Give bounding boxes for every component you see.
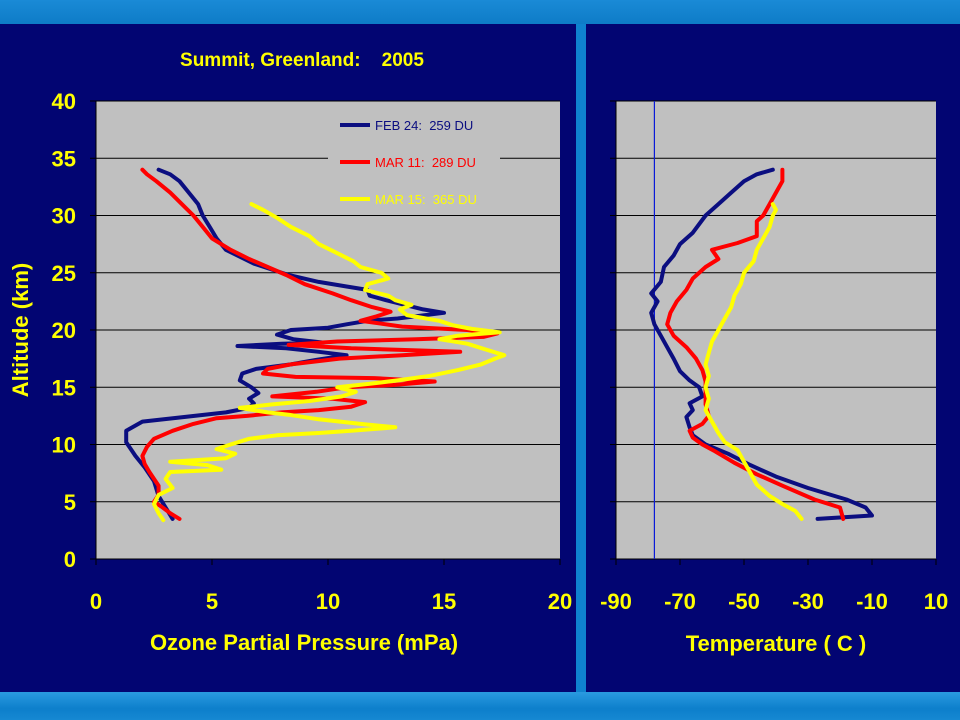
y-tick-label: 0 [64, 547, 76, 572]
x-tick-label: -70 [664, 589, 696, 614]
ozone-chart: 0 5 10 15 20 25 30 35 40 0 5 10 15 20 FEB 24: 259 DU… [8, 50, 572, 655]
top-decorative-stripe [0, 0, 960, 24]
series-line-3 [152, 202, 507, 523]
bottom-decorative-stripe [0, 692, 960, 720]
y-tick-label: 20 [52, 318, 76, 343]
y-tick-label: 40 [52, 89, 76, 114]
y-tick-label: 15 [52, 375, 76, 400]
temperature-x-axis-label: Temperature ( C ) [686, 631, 867, 656]
ozone-y-tick-labels: 0 5 10 15 20 25 30 35 40 [52, 89, 76, 572]
y-tick-label: 35 [52, 146, 76, 171]
legend-label: MAR 15: 365 DU [375, 192, 477, 207]
x-tick-label: 5 [206, 589, 218, 614]
x-tick-label: 20 [548, 589, 572, 614]
ozone-legend: FEB 24: 259 DU MAR 11: 289 DU MAR 15: 365 … [328, 106, 500, 208]
series-line-1 [649, 167, 874, 521]
x-tick-label: 10 [924, 589, 948, 614]
x-tick-label: 0 [90, 589, 102, 614]
y-tick-label: 30 [52, 204, 76, 229]
ozone-x-axis-label: Ozone Partial Pressure (mPa) [150, 630, 458, 655]
x-tick-label: 10 [316, 589, 340, 614]
temperature-x-tick-labels: -90 -70 -50 -30 -10 10 [600, 589, 948, 614]
x-tick-label: -30 [792, 589, 824, 614]
x-tick-label: -10 [856, 589, 888, 614]
temperature-chart: -90 -70 -50 -30 -10 10 Temperature ( C ) [600, 100, 948, 656]
y-tick-label: 10 [52, 433, 76, 458]
legend-label: MAR 11: 289 DU [375, 155, 476, 170]
series-line-3 [703, 202, 804, 521]
ozone-series-lines [124, 167, 507, 523]
ozone-x-tick-labels: 0 5 10 15 20 [90, 589, 572, 614]
ozone-y-axis-label: Altitude (km) [8, 263, 33, 397]
y-tick-label: 5 [64, 490, 76, 515]
y-tick-label: 25 [52, 261, 76, 286]
x-tick-label: -50 [728, 589, 760, 614]
series-line-2 [140, 167, 500, 521]
temperature-series-lines [649, 101, 874, 559]
x-tick-label: -90 [600, 589, 632, 614]
chart-title: Summit, Greenland: 2005 [180, 50, 424, 71]
legend-label: FEB 24: 259 DU [375, 118, 473, 133]
series-line-2 [665, 167, 846, 521]
x-tick-label: 15 [432, 589, 456, 614]
